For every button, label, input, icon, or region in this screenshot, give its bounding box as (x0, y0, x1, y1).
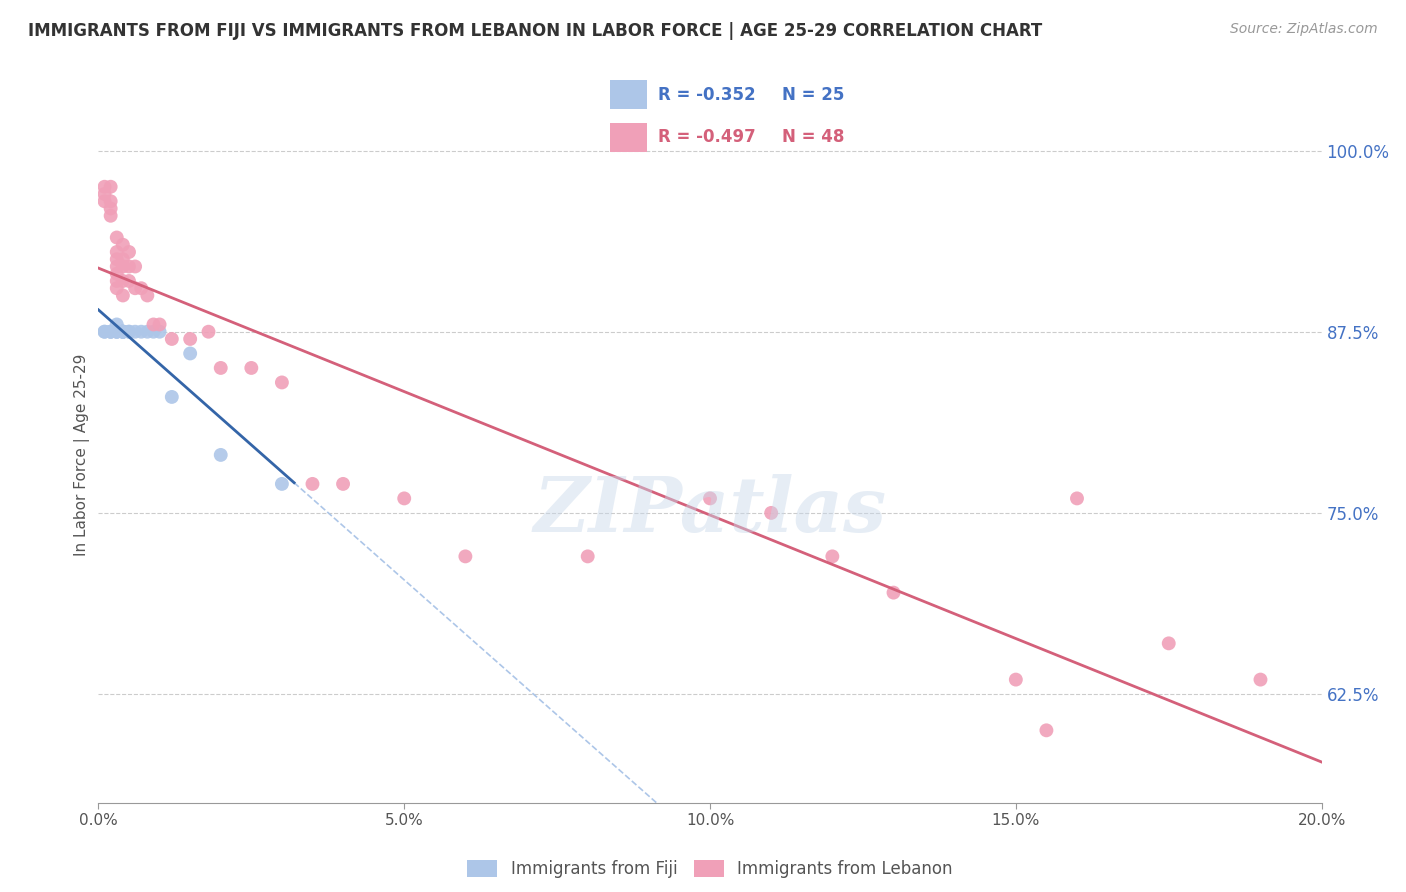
Point (111, 325, 134, 339)
Point (111, 274, 134, 288)
Point (209, 361, 232, 376)
Point (699, 491, 721, 506)
Y-axis label: In Labor Force | Age 25-29: In Labor Force | Age 25-29 (75, 354, 90, 556)
Point (93, 194, 115, 209)
Point (197, 325, 219, 339)
Point (332, 477, 354, 491)
Point (93, 179, 115, 194)
Point (93, 325, 115, 339)
Point (105, 325, 128, 339)
Point (129, 325, 152, 339)
Point (105, 244, 128, 259)
Text: N = 48: N = 48 (782, 128, 844, 146)
Point (1035, 723, 1057, 738)
Point (142, 325, 165, 339)
Point (136, 325, 159, 339)
Point (129, 281, 152, 295)
Point (93, 187, 115, 202)
Text: IMMIGRANTS FROM FIJI VS IMMIGRANTS FROM LEBANON IN LABOR FORCE | AGE 25-29 CORRE: IMMIGRANTS FROM FIJI VS IMMIGRANTS FROM … (28, 22, 1042, 40)
Point (111, 288, 134, 302)
Point (100, 194, 122, 209)
Point (105, 230, 128, 244)
Point (111, 237, 134, 252)
Point (240, 361, 263, 376)
FancyBboxPatch shape (610, 123, 647, 152)
Point (118, 244, 141, 259)
Point (179, 346, 201, 360)
Point (111, 325, 134, 339)
Point (821, 549, 844, 564)
Legend: Immigrants from Fiji, Immigrants from Lebanon: Immigrants from Fiji, Immigrants from Le… (461, 854, 959, 885)
Point (142, 318, 165, 332)
Point (883, 585, 905, 599)
Point (209, 448, 232, 462)
Point (118, 260, 141, 274)
Point (270, 477, 292, 491)
Point (100, 325, 122, 339)
Point (111, 325, 134, 339)
Point (1157, 636, 1180, 650)
Point (149, 318, 172, 332)
Text: Source: ZipAtlas.com: Source: ZipAtlas.com (1230, 22, 1378, 37)
Point (105, 252, 128, 267)
Point (118, 325, 141, 339)
Point (105, 274, 128, 288)
Point (118, 274, 141, 288)
Point (105, 318, 128, 332)
Point (100, 325, 122, 339)
Point (111, 325, 134, 339)
Point (111, 325, 134, 339)
Point (105, 267, 128, 281)
Point (105, 281, 128, 295)
FancyBboxPatch shape (610, 80, 647, 109)
Text: N = 25: N = 25 (782, 86, 844, 103)
Point (105, 325, 128, 339)
Point (454, 549, 477, 564)
Text: ZIPatlas: ZIPatlas (533, 474, 887, 548)
Point (392, 491, 416, 506)
Point (136, 288, 159, 302)
Point (124, 260, 146, 274)
Point (100, 209, 122, 223)
Point (93, 325, 115, 339)
Point (1249, 673, 1271, 687)
Point (576, 549, 599, 564)
Point (1004, 673, 1026, 687)
Point (160, 332, 183, 346)
Point (105, 325, 128, 339)
Point (111, 252, 134, 267)
Point (105, 260, 128, 274)
Point (759, 506, 782, 520)
Point (1066, 491, 1088, 506)
Point (270, 376, 292, 390)
Text: R = -0.497: R = -0.497 (658, 128, 756, 146)
Point (111, 260, 134, 274)
Point (149, 325, 172, 339)
Point (100, 179, 122, 194)
Point (124, 325, 146, 339)
Point (160, 390, 183, 404)
Point (100, 202, 122, 216)
Point (179, 332, 201, 346)
Point (118, 325, 141, 339)
Point (124, 281, 146, 295)
Text: R = -0.352: R = -0.352 (658, 86, 755, 103)
Point (301, 477, 323, 491)
Point (100, 325, 122, 339)
